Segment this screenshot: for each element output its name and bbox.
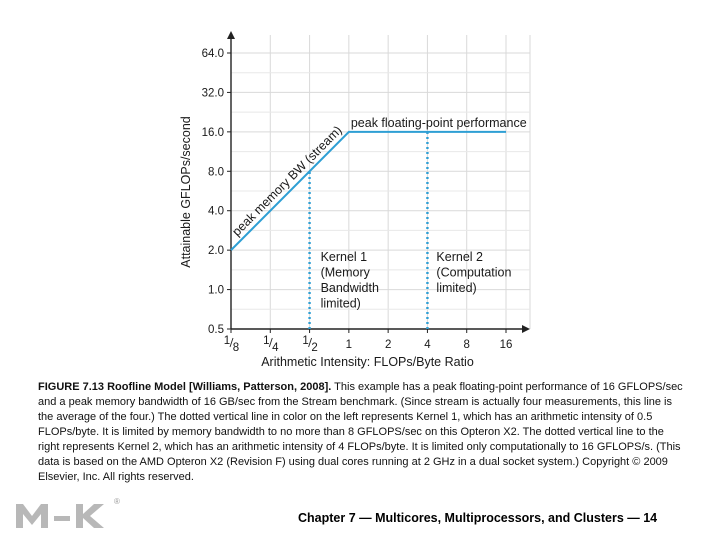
y-tick-label: 1.0 bbox=[208, 285, 224, 297]
kernel1-label-line: Bandwidth bbox=[321, 281, 379, 295]
kernel-markers bbox=[308, 131, 429, 329]
chart-axes bbox=[227, 31, 530, 333]
x-tick-denominator: 4 bbox=[272, 342, 279, 354]
x-tick-label: 4 bbox=[424, 339, 431, 351]
x-tick-fraction-bar bbox=[268, 337, 273, 348]
x-tick-label: 2 bbox=[385, 339, 391, 351]
y-tick-label: 32.0 bbox=[202, 87, 224, 99]
x-tick-numerator: 1 bbox=[224, 335, 230, 347]
kernel1-label-line: (Memory bbox=[321, 266, 371, 280]
x-tick-denominator: 2 bbox=[311, 342, 317, 354]
y-tick-label: 4.0 bbox=[208, 206, 224, 218]
y-tick-label: 0.5 bbox=[208, 324, 224, 336]
mk-logo: ® bbox=[14, 494, 124, 537]
x-tick-numerator: 1 bbox=[263, 335, 269, 347]
kernel2-label-line: (Computation bbox=[436, 266, 511, 280]
chart-series bbox=[230, 130, 506, 251]
x-tick-numerator: 1 bbox=[302, 335, 308, 347]
kernel2-label-line: limited) bbox=[436, 281, 476, 295]
x-tick-label: 8 bbox=[464, 339, 470, 351]
registered-mark: ® bbox=[114, 497, 120, 506]
y-tick-label: 8.0 bbox=[208, 166, 224, 178]
kernel1-label-line: limited) bbox=[321, 297, 361, 311]
y-tick-label: 2.0 bbox=[208, 245, 224, 257]
x-tick-fraction-bar bbox=[308, 337, 312, 348]
y-tick-label: 64.0 bbox=[202, 48, 224, 60]
caption-text: This example has a peak floating-point p… bbox=[38, 381, 683, 483]
x-tick-fraction-bar bbox=[229, 337, 234, 348]
kernel2-label-line: Kernel 2 bbox=[436, 250, 483, 264]
x-axis-arrow bbox=[522, 325, 530, 333]
slide-footer: Chapter 7 — Multicores, Multiprocessors,… bbox=[298, 511, 658, 525]
x-tick-denominator: 8 bbox=[233, 342, 239, 354]
x-tick-label: 18 bbox=[224, 335, 239, 354]
roofline-series bbox=[230, 130, 506, 251]
y-tick-label: 16.0 bbox=[202, 127, 224, 139]
chart-annotations: peak memory BW (stream) peak floating-poi… bbox=[229, 116, 526, 311]
kernel1-label-line: Kernel 1 bbox=[321, 250, 368, 264]
x-tick-label: 12 bbox=[302, 335, 317, 354]
bandwidth-label: peak memory BW (stream) bbox=[229, 123, 344, 239]
y-axis-title: Attainable GFLOPs/second bbox=[179, 116, 193, 268]
figure-caption: FIGURE 7.13 Roofline Model [Williams, Pa… bbox=[38, 380, 688, 485]
x-axis-title: Arithmetic Intensity: FLOPs/Byte Ratio bbox=[261, 355, 474, 369]
x-tick-label: 14 bbox=[263, 335, 279, 354]
y-axis-arrow bbox=[227, 31, 235, 39]
x-tick-label: 16 bbox=[500, 339, 513, 351]
x-tick-label: 1 bbox=[346, 339, 352, 351]
caption-title: FIGURE 7.13 Roofline Model [Williams, Pa… bbox=[38, 381, 332, 393]
peak-label: peak floating-point performance bbox=[351, 116, 527, 130]
